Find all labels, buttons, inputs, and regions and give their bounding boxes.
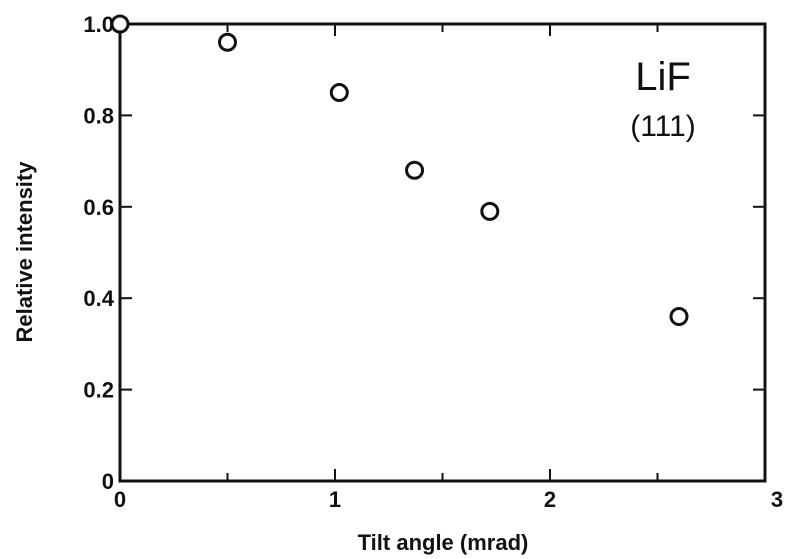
data-point [480, 201, 500, 221]
y-tick-label: 0.6 [83, 195, 114, 220]
x-tick-label: 0 [114, 487, 126, 512]
data-points [110, 14, 689, 326]
annotation-plane: (111) [630, 110, 696, 143]
y-tick-label: 1.0 [83, 12, 114, 37]
x-axis-ticks [226, 24, 659, 481]
x-tick-label: 2 [544, 487, 556, 512]
y-tick-label: 0.8 [83, 103, 114, 128]
annotation-material: LiF [635, 55, 691, 99]
x-axis-tick-labels: 0 1 2 3 [114, 487, 783, 512]
x-tick-label: 1 [329, 487, 341, 512]
y-axis-label: Relative intensity [12, 161, 37, 343]
data-point [329, 83, 349, 103]
x-axis-label: Tilt angle (mrad) [358, 530, 529, 555]
y-tick-label: 0.2 [83, 378, 114, 403]
data-point [110, 14, 130, 34]
y-axis-ticks [120, 114, 765, 391]
data-point [669, 306, 689, 326]
y-tick-label: 0.4 [83, 286, 114, 311]
data-point [405, 160, 425, 180]
x-tick-label: 3 [771, 487, 783, 512]
y-axis-tick-labels: 0 0.2 0.4 0.6 0.8 1.0 [83, 12, 114, 494]
y-tick-label: 0 [102, 469, 114, 494]
data-point [218, 32, 237, 52]
